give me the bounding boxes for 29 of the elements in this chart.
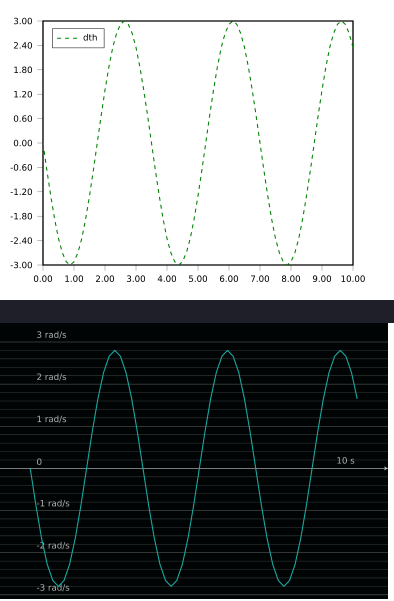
y-tick-label: 0 (37, 458, 42, 466)
x-tick-label: 6.00 (220, 275, 238, 282)
legend-label: dth (84, 34, 97, 41)
y-tick-label: -1.20 (10, 188, 32, 196)
x-tick-label: 3.00 (127, 275, 146, 282)
y-tick-label: 2 rad/s (37, 373, 66, 381)
x-tick-label: 1.00 (65, 275, 84, 282)
y-tick-label: 3.00 (14, 18, 32, 24)
y-tick-label: -0.60 (10, 164, 32, 171)
y-tick-label: 1 rad/s (37, 415, 66, 423)
y-tick-label: 3 rad/s (37, 331, 66, 339)
y-tick-label: -3.00 (10, 262, 32, 268)
annotation: 10 s (337, 457, 354, 464)
x-tick-label: 8.00 (282, 275, 300, 282)
y-tick-label: -2.40 (10, 237, 32, 244)
y-tick-label: -1.80 (10, 212, 32, 220)
y-tick-label: -1 rad/s (36, 500, 70, 508)
y-tick-label: 1.20 (14, 90, 32, 98)
y-tick-label: 0.60 (14, 115, 32, 122)
x-tick-label: 4.00 (158, 275, 176, 282)
y-tick-label: 0.00 (14, 140, 32, 146)
y-tick-label: 1.80 (14, 66, 32, 74)
x-tick-label: 7.00 (251, 275, 270, 282)
y-tick-label: -3 rad/s (36, 584, 70, 592)
x-tick-label: 10.00 (342, 275, 365, 282)
x-tick-label: 5.00 (189, 275, 208, 282)
x-tick-label: 9.00 (312, 275, 332, 282)
x-tick-label: 2.00 (96, 275, 114, 282)
y-tick-label: 2.40 (14, 42, 32, 49)
